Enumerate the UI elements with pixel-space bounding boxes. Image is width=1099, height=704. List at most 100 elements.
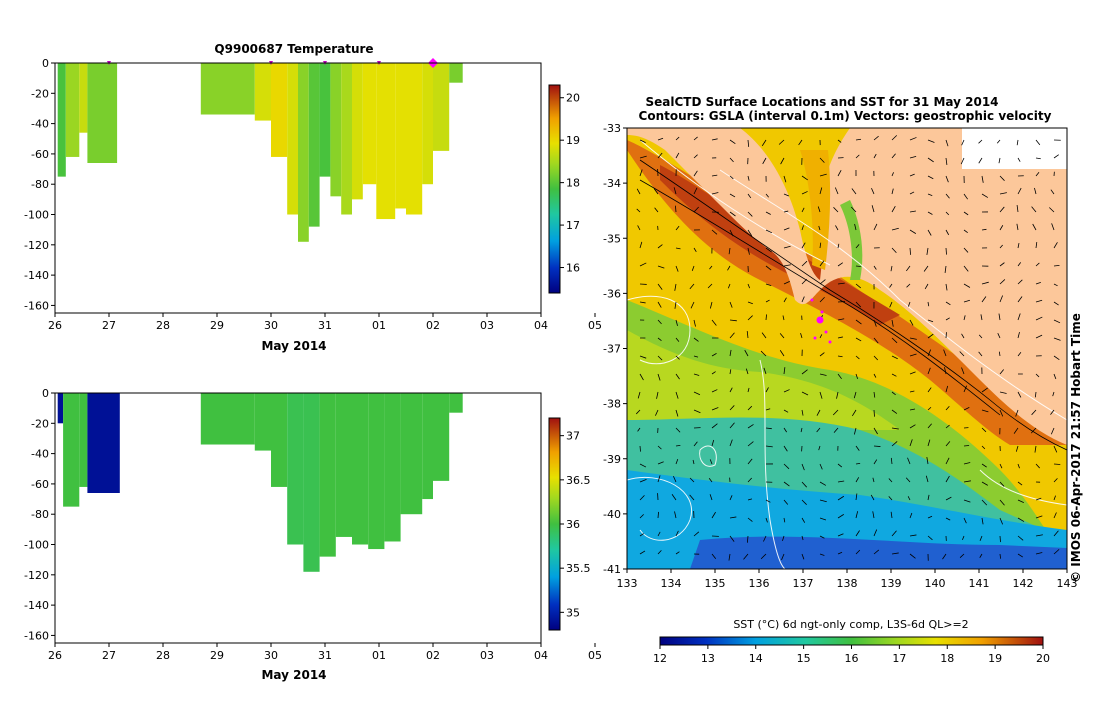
- profile-bar: [341, 63, 352, 215]
- x-tick-label: 27: [102, 319, 116, 332]
- y-tick-label: -160: [24, 629, 49, 642]
- map-lat-axis: -33-34-35-36-37-38-39-40-41: [603, 122, 627, 576]
- profile-bar: [298, 63, 309, 242]
- colorbar-tick-label: 18: [566, 177, 580, 190]
- profile-bar: [395, 63, 406, 208]
- lon-tick-label: 137: [793, 577, 814, 590]
- sst-colorbar: [660, 637, 1043, 645]
- y-tick-label: -20: [31, 417, 49, 430]
- lat-tick-label: -37: [603, 343, 621, 356]
- y-tick-label: -160: [24, 299, 49, 312]
- y-tick-label: -80: [31, 508, 49, 521]
- x-tick-label: 05: [588, 649, 602, 662]
- profile-bar: [336, 393, 352, 537]
- profile-bar: [87, 393, 119, 493]
- velocity-vector: [946, 248, 947, 255]
- x-tick-label: 28: [156, 649, 170, 662]
- y-tick-label: -100: [24, 209, 49, 222]
- profile-bar: [287, 63, 298, 215]
- x-tick-label: 02: [426, 319, 440, 332]
- temperature-x-label: May 2014: [261, 339, 326, 353]
- x-tick-label: 04: [534, 649, 548, 662]
- salinity-colorbar: [549, 418, 560, 630]
- lon-tick-label: 141: [969, 577, 990, 590]
- colorbar-tick-label: 37: [566, 430, 580, 443]
- velocity-vector: [658, 512, 659, 518]
- seal-location: [811, 299, 814, 302]
- lon-tick-label: 142: [1013, 577, 1034, 590]
- profile-bar: [433, 393, 449, 481]
- velocity-vector: [675, 206, 676, 212]
- temperature-profiles: [58, 63, 463, 242]
- profile-bar: [58, 393, 63, 423]
- profile-bar: [352, 393, 368, 545]
- profile-bar: [406, 63, 422, 215]
- profile-bar: [320, 63, 331, 177]
- profile-bar: [433, 63, 449, 151]
- lat-tick-label: -34: [603, 177, 621, 190]
- x-tick-label: 30: [264, 649, 278, 662]
- lon-tick-label: 138: [837, 577, 858, 590]
- seal-location: [814, 337, 817, 340]
- x-tick-label: 03: [480, 649, 494, 662]
- salinity-x-label: May 2014: [261, 668, 326, 682]
- lon-tick-label: 134: [661, 577, 682, 590]
- lat-tick-label: -39: [603, 453, 621, 466]
- lat-tick-label: -36: [603, 287, 621, 300]
- y-tick-label: -40: [31, 448, 49, 461]
- seal-location: [821, 311, 824, 314]
- lon-tick-label: 136: [749, 577, 770, 590]
- sst-colorbar-tick-label: 20: [1036, 652, 1050, 665]
- profile-bar: [287, 393, 303, 545]
- lat-tick-label: -40: [603, 508, 621, 521]
- profile-bar: [422, 63, 433, 184]
- lat-tick-label: -41: [603, 563, 621, 576]
- y-tick-label: -20: [31, 87, 49, 100]
- x-tick-label: 26: [48, 319, 62, 332]
- velocity-vector: [874, 446, 880, 447]
- x-tick-label: 30: [264, 319, 278, 332]
- profile-bar: [58, 63, 66, 177]
- x-tick-label: 26: [48, 649, 62, 662]
- temperature-section-panel: Q9900687 Temperature 0-20-40-60-80-100-1…: [24, 42, 602, 353]
- x-tick-label: 01: [372, 649, 386, 662]
- y-tick-label: -80: [31, 178, 49, 191]
- profile-bar: [271, 63, 287, 157]
- colorbar-tick-label: 35.5: [566, 562, 591, 575]
- y-tick-label: -120: [24, 569, 49, 582]
- seal-location: [825, 331, 828, 334]
- y-tick-label: -40: [31, 118, 49, 131]
- sst-map-panel: SealCTD Surface Locations and SST for 31…: [603, 95, 1083, 665]
- sst-colorbar-tick-label: 14: [749, 652, 763, 665]
- profile-bar: [401, 393, 423, 514]
- y-tick-label: -120: [24, 239, 49, 252]
- y-tick-label: -140: [24, 269, 49, 282]
- profile-bar: [271, 393, 287, 487]
- velocity-vector: [766, 314, 767, 320]
- sst-colorbar-tick-label: 13: [701, 652, 715, 665]
- profile-bar: [303, 393, 319, 572]
- profile-bar: [63, 393, 79, 507]
- colorbar-tick-label: 19: [566, 134, 580, 147]
- profile-bar: [201, 63, 255, 115]
- colorbar-tick-label: 20: [566, 92, 580, 105]
- x-tick-label: 03: [480, 319, 494, 332]
- profile-bar: [255, 393, 271, 451]
- x-tick-label: 28: [156, 319, 170, 332]
- y-tick-label: -60: [31, 478, 49, 491]
- temperature-y-axis: 0-20-40-60-80-100-120-140-160: [24, 57, 55, 312]
- x-tick-label: 31: [318, 319, 332, 332]
- lat-tick-label: -38: [603, 398, 621, 411]
- x-tick-label: 29: [210, 319, 224, 332]
- lon-tick-label: 133: [617, 577, 638, 590]
- profile-bar: [320, 393, 336, 557]
- map-title: SealCTD Surface Locations and SST for 31…: [645, 95, 998, 109]
- profile-bar: [384, 393, 400, 541]
- sst-map: [627, 128, 1067, 569]
- lat-tick-label: -33: [603, 122, 621, 135]
